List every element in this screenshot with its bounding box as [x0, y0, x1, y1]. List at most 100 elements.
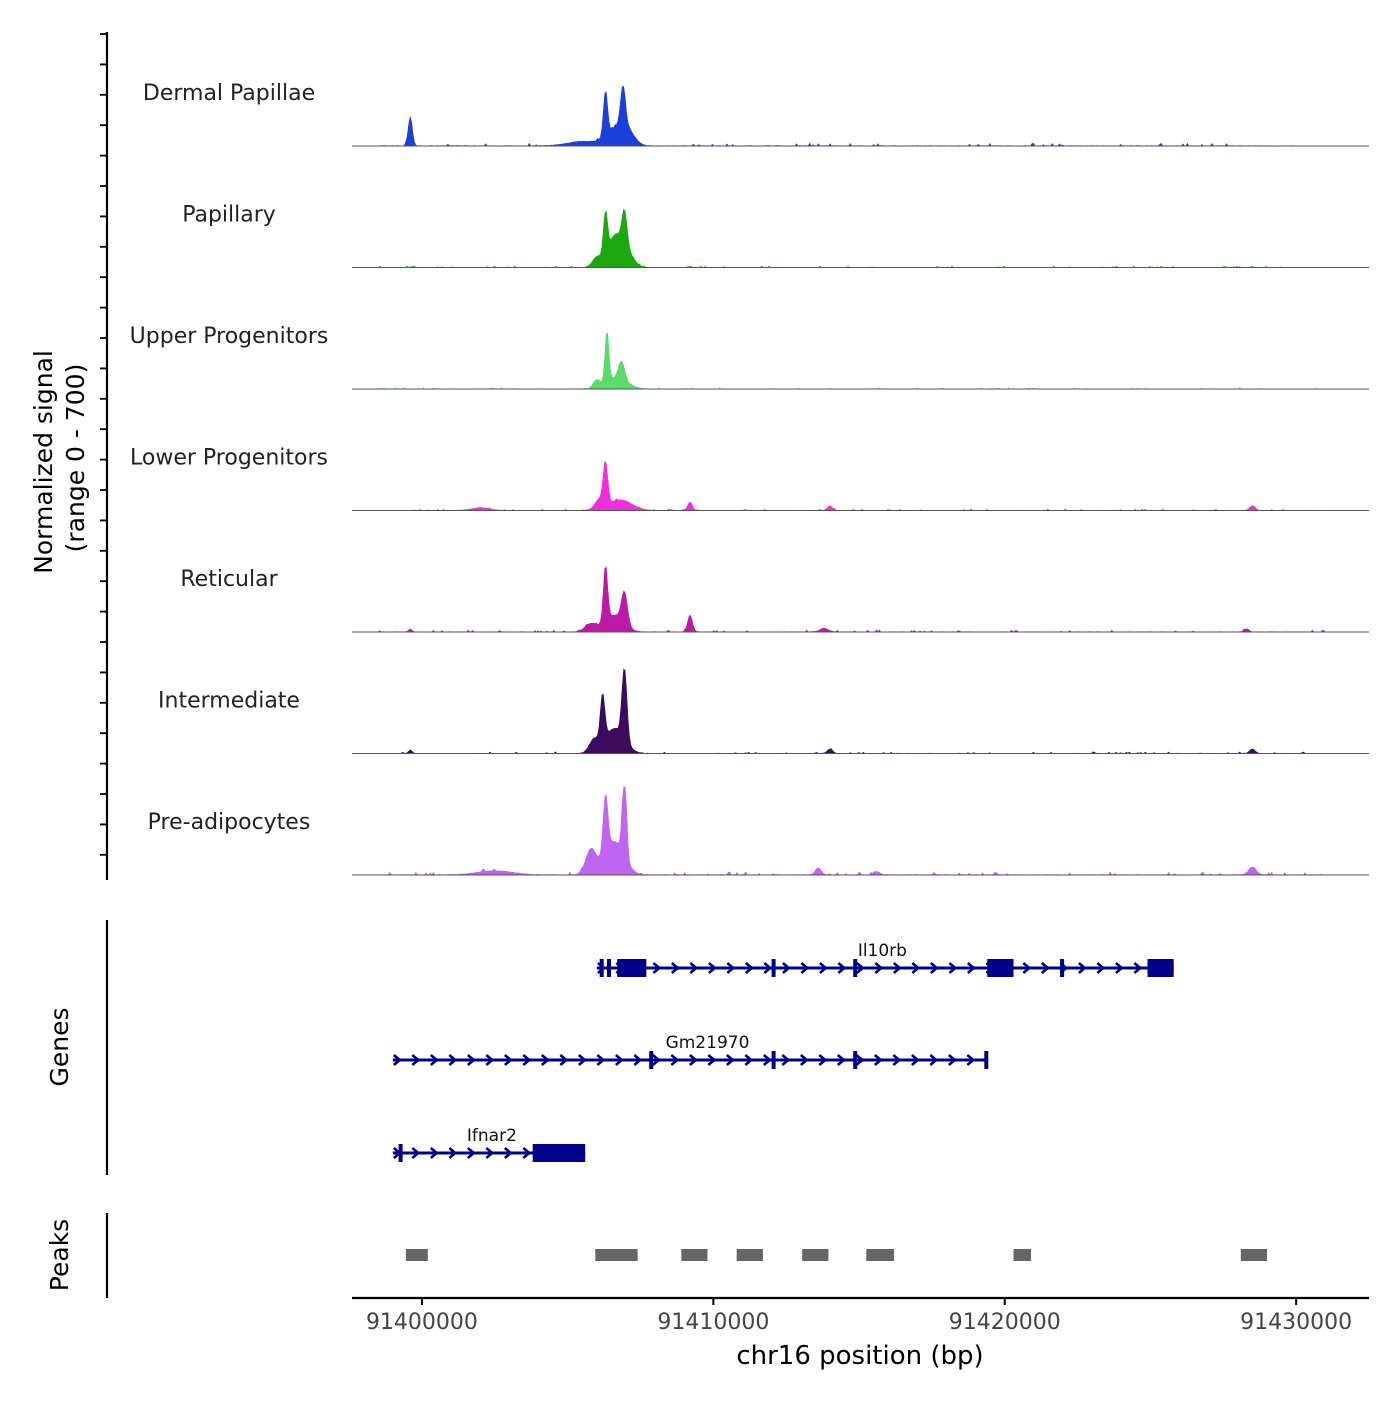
strand-arrow — [596, 1054, 606, 1066]
gene-ifnar2: Ifnar2 — [392, 1126, 586, 1162]
peak-region — [681, 1249, 708, 1261]
genes-y-label: Genes — [45, 1007, 74, 1086]
strand-arrow — [781, 962, 791, 974]
exon — [771, 1051, 776, 1069]
strand-arrow — [651, 1054, 661, 1066]
gene-label: Ifnar2 — [467, 1126, 517, 1146]
strand-arrow — [1040, 962, 1050, 974]
coverage-area — [352, 668, 1369, 754]
strand-arrow — [948, 962, 958, 974]
strand-arrow — [855, 962, 865, 974]
exon — [987, 959, 1014, 977]
strand-arrow — [873, 1054, 883, 1066]
track-label: Papillary — [182, 203, 276, 228]
peaks-y-label: Peaks — [45, 1219, 74, 1291]
strand-arrow — [818, 962, 828, 974]
coverage-tracks: Dermal Papillae Papillary Upper Progenitor… — [130, 81, 1369, 876]
exon — [617, 959, 647, 977]
x-tick-label: 91430000 — [1240, 1310, 1352, 1335]
strand-arrow — [392, 1054, 402, 1066]
exon — [984, 1051, 989, 1069]
gene-label: Gm21970 — [666, 1033, 750, 1053]
exon — [853, 1051, 858, 1069]
strand-arrow — [411, 1147, 421, 1159]
strand-arrow — [855, 1054, 865, 1066]
x-tick-label: 91420000 — [949, 1310, 1061, 1335]
peak-region — [736, 1249, 763, 1261]
coverage-area — [352, 86, 1369, 147]
exon — [398, 1144, 403, 1162]
exon — [649, 1051, 654, 1069]
track-label: Dermal Papillae — [143, 81, 315, 106]
strand-arrow — [411, 1054, 421, 1066]
strand-arrow — [448, 1147, 458, 1159]
x-tick-label: 91410000 — [657, 1310, 769, 1335]
strand-arrow — [929, 1054, 939, 1066]
strand-arrow — [911, 962, 921, 974]
strand-arrow — [836, 1054, 846, 1066]
strand-arrow — [874, 962, 884, 974]
strand-arrow — [614, 1054, 624, 1066]
track-reticular: Reticular — [180, 566, 1369, 633]
coverage-area — [352, 332, 1369, 390]
strand-arrow — [485, 1054, 495, 1066]
gene-gm21970: Gm21970 — [392, 1033, 989, 1069]
strand-arrow — [688, 1054, 698, 1066]
strand-arrow — [966, 962, 976, 974]
track-lower-progenitors: Lower Progenitors — [130, 446, 1369, 511]
strand-arrow — [670, 1054, 680, 1066]
x-axis-label: chr16 position (bp) — [736, 1341, 983, 1371]
strand-arrow — [522, 1054, 532, 1066]
strand-arrow — [577, 1054, 587, 1066]
gene-label: Il10rb — [858, 941, 907, 961]
strand-arrow — [485, 1147, 495, 1159]
exon — [1060, 959, 1065, 977]
x-axis: 91400000 91410000 91420000 91430000 — [352, 1296, 1369, 1335]
strand-arrow — [744, 1054, 754, 1066]
strand-arrow — [522, 1147, 532, 1159]
exon — [607, 959, 611, 977]
coverage-y-label-line1: Normalized signal — [29, 350, 58, 574]
strand-arrow — [633, 1054, 643, 1066]
exon — [853, 959, 858, 977]
strand-arrow — [1114, 962, 1124, 974]
track-label: Upper Progenitors — [130, 324, 329, 349]
strand-arrow — [670, 962, 680, 974]
strand-arrow — [818, 1054, 828, 1066]
peak-region — [866, 1249, 894, 1261]
track-intermediate: Intermediate — [158, 668, 1369, 754]
coverage-area — [352, 460, 1369, 511]
strand-arrow — [540, 1054, 550, 1066]
gene-track: Il10rb Gm21970 Ifnar2 — [105, 920, 1174, 1175]
coverage-area — [352, 208, 1369, 268]
strand-arrow — [1077, 962, 1087, 974]
strand-arrow — [947, 1054, 957, 1066]
track-papillary: Papillary — [182, 203, 1369, 268]
exon — [532, 1144, 586, 1162]
peak-track — [105, 1213, 1267, 1298]
strand-arrow — [448, 1054, 458, 1066]
exon — [599, 959, 604, 977]
exon — [1147, 959, 1174, 977]
track-dermal-papillae: Dermal Papillae — [143, 81, 1369, 147]
strand-arrow — [466, 1147, 476, 1159]
track-upper-progenitors: Upper Progenitors — [130, 324, 1369, 390]
track-pre-adipocytes: Pre-adipocytes — [148, 786, 1369, 876]
strand-arrow — [892, 962, 902, 974]
strand-arrow — [559, 1054, 569, 1066]
track-label: Reticular — [180, 567, 278, 592]
coverage-y-axis — [100, 32, 109, 880]
coverage-area — [352, 566, 1369, 633]
strand-arrow — [799, 1054, 809, 1066]
strand-arrow — [763, 962, 773, 974]
strand-arrow — [689, 962, 699, 974]
x-tick-label: 91400000 — [366, 1310, 478, 1335]
strand-arrow — [1022, 962, 1032, 974]
strand-arrow — [726, 962, 736, 974]
strand-arrow — [707, 1054, 717, 1066]
peak-region — [802, 1249, 829, 1261]
strand-arrow — [1133, 962, 1143, 974]
track-label: Lower Progenitors — [130, 446, 328, 471]
strand-arrow — [652, 962, 662, 974]
